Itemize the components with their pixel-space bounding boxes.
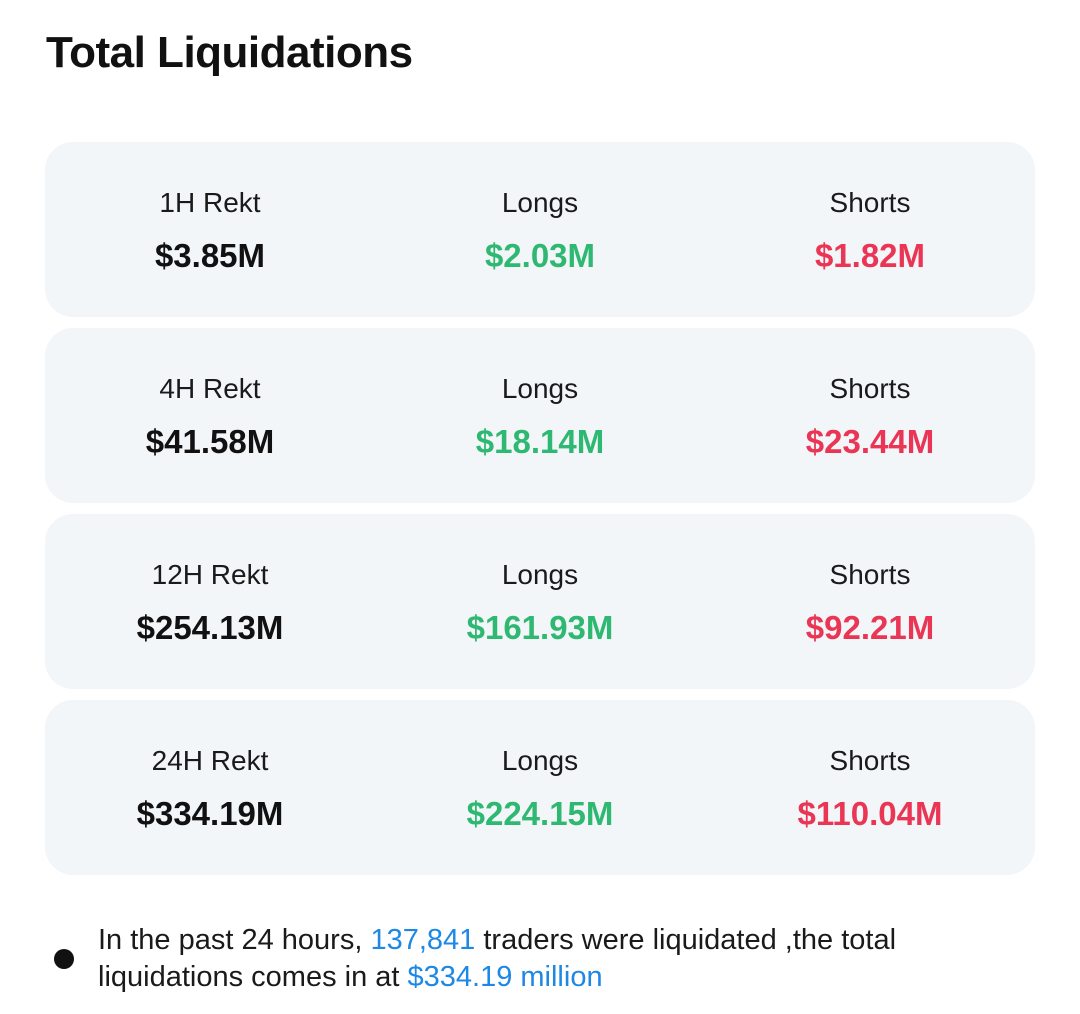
col-longs: Longs $2.03M: [375, 184, 705, 276]
col-total: 1H Rekt $3.85M: [45, 184, 375, 276]
shorts-label: Shorts: [829, 744, 911, 776]
shorts-value: $1.82M: [814, 236, 926, 274]
period-label: 4H Rekt: [159, 372, 261, 404]
col-longs: Longs $18.14M: [375, 370, 705, 462]
card-1h: 1H Rekt $3.85M Longs $2.03M Shorts $1.82…: [45, 142, 1035, 317]
col-shorts: Shorts $110.04M: [705, 742, 1035, 834]
liquidation-cards: 1H Rekt $3.85M Longs $2.03M Shorts $1.82…: [45, 142, 1035, 886]
card-12h: 12H Rekt $254.13M Longs $161.93M Shorts …: [45, 514, 1035, 689]
summary-middle: traders were liquidated ,the total liqui…: [98, 924, 897, 993]
col-total: 4H Rekt $41.58M: [45, 370, 375, 462]
longs-label: Longs: [501, 372, 579, 404]
summary-bullet-item: In the past 24 hours, 137,841 traders we…: [54, 922, 1034, 996]
longs-value: $161.93M: [466, 608, 614, 646]
period-label: 24H Rekt: [151, 744, 269, 776]
col-longs: Longs $224.15M: [375, 742, 705, 834]
card-24h: 24H Rekt $334.19M Longs $224.15M Shorts …: [45, 700, 1035, 875]
shorts-label: Shorts: [829, 372, 911, 404]
col-shorts: Shorts $92.21M: [705, 556, 1035, 648]
longs-label: Longs: [501, 186, 579, 218]
col-total: 24H Rekt $334.19M: [45, 742, 375, 834]
shorts-label: Shorts: [829, 558, 911, 590]
period-label: 1H Rekt: [159, 186, 261, 218]
total-amount: $334.19 million: [407, 961, 603, 993]
period-label: 12H Rekt: [151, 558, 269, 590]
col-shorts: Shorts $1.82M: [705, 184, 1035, 276]
traders-count: 137,841: [370, 924, 476, 956]
total-value: $41.58M: [145, 422, 275, 460]
shorts-value: $23.44M: [805, 422, 935, 460]
total-value: $3.85M: [154, 236, 266, 274]
total-value: $254.13M: [136, 608, 284, 646]
page-title: Total Liquidations: [46, 28, 413, 77]
total-value: $334.19M: [136, 794, 284, 832]
shorts-label: Shorts: [829, 186, 911, 218]
longs-label: Longs: [501, 744, 579, 776]
col-total: 12H Rekt $254.13M: [45, 556, 375, 648]
bullet-dot-icon: [54, 949, 74, 969]
summary-text: In the past 24 hours, 137,841 traders we…: [98, 922, 1034, 996]
col-longs: Longs $161.93M: [375, 556, 705, 648]
summary-prefix: In the past 24 hours,: [98, 924, 371, 956]
longs-value: $224.15M: [466, 794, 614, 832]
card-4h: 4H Rekt $41.58M Longs $18.14M Shorts $23…: [45, 328, 1035, 503]
shorts-value: $110.04M: [797, 794, 943, 832]
longs-label: Longs: [501, 558, 579, 590]
longs-value: $2.03M: [484, 236, 596, 274]
longs-value: $18.14M: [475, 422, 605, 460]
shorts-value: $92.21M: [805, 608, 935, 646]
col-shorts: Shorts $23.44M: [705, 370, 1035, 462]
